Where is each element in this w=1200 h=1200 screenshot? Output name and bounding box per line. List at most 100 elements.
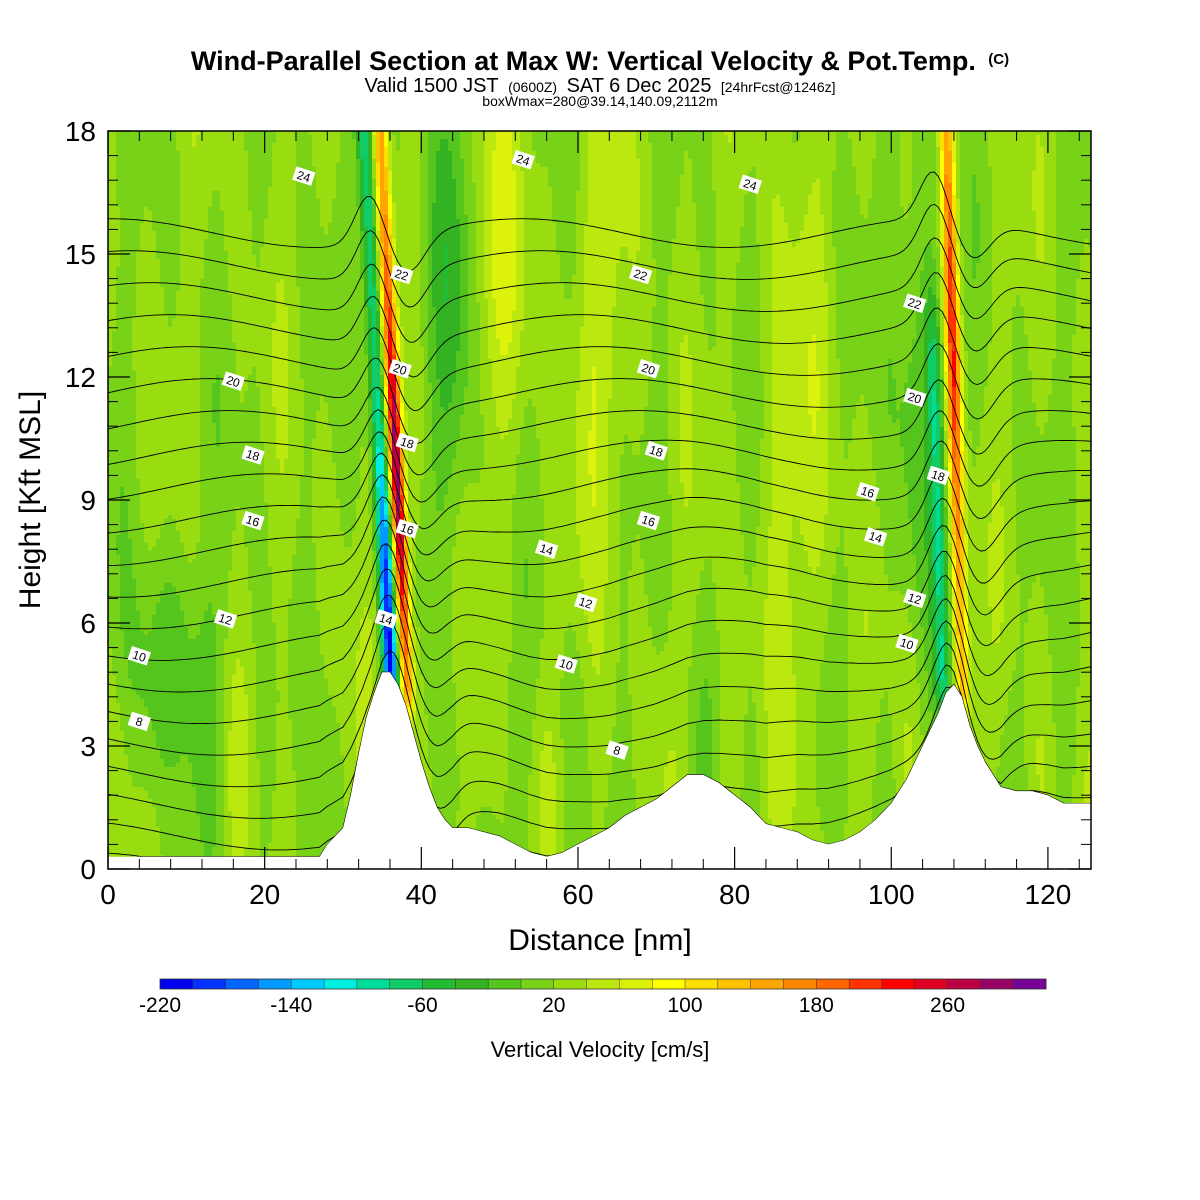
w-cell: [880, 139, 884, 143]
w-cell: [748, 139, 752, 143]
w-cell: [716, 135, 720, 139]
w-cell: [252, 135, 256, 139]
w-cell: [1072, 135, 1076, 139]
w-cell: [680, 135, 684, 139]
w-cell: [268, 135, 272, 139]
w-cell: [216, 143, 220, 147]
w-cell: [236, 143, 240, 147]
w-cell: [956, 143, 960, 147]
w-cell: [760, 135, 764, 139]
w-cell: [732, 139, 736, 143]
w-cell: [184, 135, 188, 139]
w-cell: [760, 143, 764, 147]
w-cell: [292, 147, 296, 151]
w-cell: [300, 147, 304, 151]
w-cell: [136, 147, 140, 151]
w-cell: [252, 147, 256, 151]
w-cell: [164, 143, 168, 147]
w-cell: [520, 147, 524, 151]
w-cell: [404, 147, 408, 151]
w-cell: [656, 135, 660, 139]
w-cell: [336, 135, 340, 139]
w-cell: [120, 139, 124, 143]
w-cell: [1012, 143, 1016, 147]
w-cell: [280, 135, 284, 139]
w-cell: [796, 143, 800, 147]
w-cell: [928, 143, 932, 147]
w-cell: [556, 135, 560, 139]
w-cell: [316, 135, 320, 139]
w-cell: [780, 135, 784, 139]
w-cell: [352, 135, 356, 139]
w-cell: [132, 135, 136, 139]
w-cell: [392, 147, 396, 151]
w-cell: [1064, 135, 1068, 139]
w-cell: [168, 139, 172, 143]
w-cell: [216, 135, 220, 139]
w-cell: [972, 139, 976, 143]
w-cell: [380, 143, 384, 147]
w-cell: [768, 139, 772, 143]
w-cell: [320, 147, 324, 151]
w-cell: [784, 135, 788, 139]
w-cell: [492, 135, 496, 139]
w-cell: [180, 135, 184, 139]
w-cell: [824, 139, 828, 143]
w-cell: [1024, 135, 1028, 139]
w-cell: [272, 143, 276, 147]
w-cell: [416, 139, 420, 143]
w-cell: [160, 135, 164, 139]
w-cell: [632, 135, 636, 139]
w-cell: [260, 147, 264, 151]
w-cell: [464, 147, 468, 151]
w-cell: [524, 143, 528, 147]
w-cell: [928, 139, 932, 143]
w-cell: [212, 143, 216, 147]
w-cell: [212, 135, 216, 139]
w-cell: [248, 143, 252, 147]
w-cell: [208, 139, 212, 143]
w-cell: [1024, 143, 1028, 147]
w-cell: [964, 139, 968, 143]
w-cell: [968, 135, 972, 139]
w-cell: [760, 139, 764, 143]
w-cell: [652, 139, 656, 143]
w-cell: [1048, 143, 1052, 147]
w-cell: [360, 143, 364, 147]
w-cell: [628, 139, 632, 143]
w-cell: [444, 147, 448, 151]
w-cell: [716, 139, 720, 143]
w-cell: [464, 135, 468, 139]
w-cell: [612, 143, 616, 147]
w-cell: [836, 139, 840, 143]
w-cell: [692, 139, 696, 143]
w-cell: [552, 147, 556, 151]
w-cell: [372, 139, 376, 143]
chart-title-block: Wind-Parallel Section at Max W: Vertical…: [191, 46, 1009, 109]
w-cell: [412, 135, 416, 139]
w-cell: [268, 147, 272, 151]
w-cell: [340, 135, 344, 139]
w-cell: [980, 135, 984, 139]
w-cell: [728, 139, 732, 143]
w-cell: [380, 139, 384, 143]
w-cell: [684, 135, 688, 139]
w-cell: [696, 135, 700, 139]
w-cell: [196, 139, 200, 143]
w-cell: [716, 143, 720, 147]
w-cell: [124, 147, 128, 151]
w-cell: [156, 143, 160, 147]
w-cell: [832, 135, 836, 139]
w-cell: [532, 135, 536, 139]
w-cell: [908, 139, 912, 143]
w-cell: [192, 147, 196, 151]
w-cell: [348, 139, 352, 143]
w-cell: [432, 135, 436, 139]
w-cell: [1068, 135, 1072, 139]
w-cell: [844, 139, 848, 143]
w-cell: [744, 143, 748, 147]
w-cell: [448, 139, 452, 143]
w-cell: [364, 147, 368, 151]
w-cell: [304, 135, 308, 139]
w-cell: [804, 139, 808, 143]
